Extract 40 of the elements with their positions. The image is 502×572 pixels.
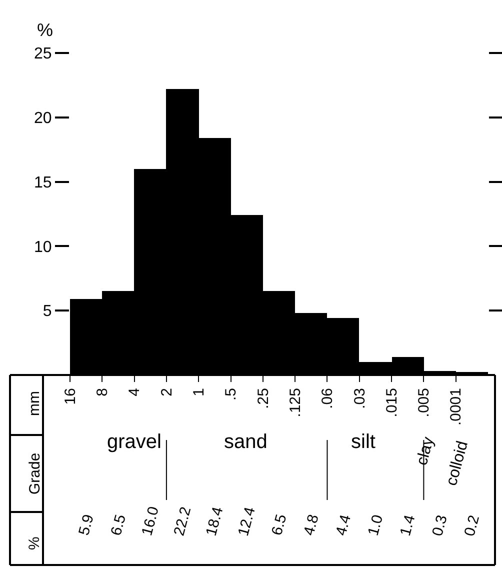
text: silt — [351, 431, 376, 453]
text: 1.4 — [396, 513, 419, 538]
text: 16.0 — [138, 504, 163, 538]
y-tick-label: 25 — [34, 46, 52, 63]
text: 6.5 — [268, 512, 290, 538]
x-tick-label: 2 — [158, 388, 176, 396]
x-tick-label: .0001 — [448, 388, 465, 426]
x-tick-label: .125 — [286, 388, 304, 418]
x-tick-label: .005 — [416, 388, 433, 418]
x-tick-label: .25 — [254, 388, 272, 409]
text: Grade — [26, 452, 44, 494]
y-tick-label: 5 — [42, 303, 52, 320]
text: sand — [224, 431, 268, 453]
text: clay — [414, 435, 438, 468]
text: 12.4 — [234, 505, 259, 538]
text: 18.4 — [202, 505, 227, 538]
text: % — [26, 536, 43, 550]
x-tick-label: .5 — [222, 388, 240, 401]
x-tick-label: 16 — [62, 388, 79, 405]
x-tick-label: 1 — [190, 388, 208, 396]
text: 0.3 — [429, 513, 451, 538]
y-axis-title: % — [37, 20, 54, 40]
x-tick-label: .06 — [319, 388, 336, 409]
text: gravel — [107, 431, 162, 453]
text: colloid — [443, 439, 472, 488]
text: 0.2 — [461, 513, 483, 538]
text: mm — [26, 391, 43, 416]
text: 6.5 — [108, 512, 130, 538]
x-tick-label: .03 — [351, 388, 368, 409]
y-tick-label: 20 — [34, 110, 52, 127]
y-tick-label: 10 — [34, 238, 52, 256]
y-tick-label: 15 — [34, 174, 52, 192]
x-tick-label: 4 — [126, 388, 144, 396]
text: 1.0 — [364, 513, 387, 538]
text: 4.4 — [332, 512, 355, 538]
text: 5.9 — [76, 512, 98, 538]
text: 4.8 — [300, 512, 322, 538]
x-tick-label: 8 — [94, 388, 112, 396]
x-tick-label: .015 — [383, 388, 400, 418]
text: 22.2 — [170, 505, 195, 538]
